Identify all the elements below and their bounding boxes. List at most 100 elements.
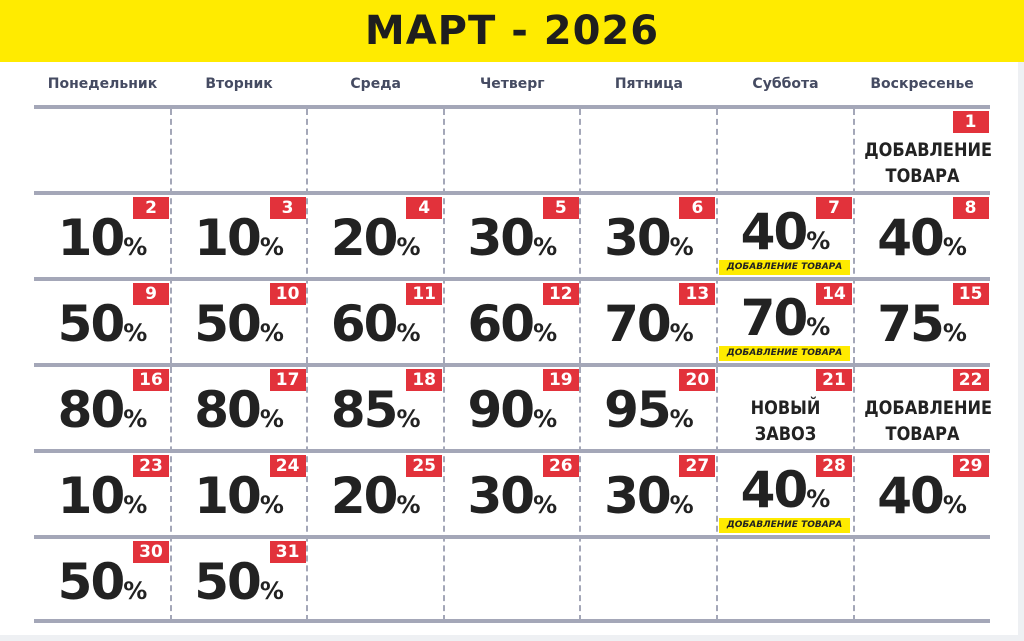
day-cell[interactable]: 22 ДОБАВЛЕНИЕ ТОВАРА: [854, 365, 992, 451]
day-cell[interactable]: 27 30%: [580, 451, 717, 537]
discount-value: 50%: [171, 295, 308, 353]
day-number-badge: 4: [406, 197, 443, 219]
day-cell[interactable]: 4 20%: [307, 193, 444, 279]
discount-value: 80%: [34, 381, 171, 439]
grid-column-divider: [716, 109, 718, 621]
weekday-header: Среда: [350, 76, 401, 92]
day-cell[interactable]: 1 ДОБАВЛЕНИЕ ТОВАРА: [854, 107, 992, 193]
day-number-badge: 1: [952, 111, 989, 133]
day-number-badge: 8: [952, 197, 989, 219]
discount-value: 95%: [580, 381, 717, 439]
discount-value: 50%: [34, 553, 171, 611]
grid-row-line: [34, 363, 990, 367]
day-cell[interactable]: 10 50%: [171, 279, 308, 365]
discount-number: 40: [877, 467, 945, 525]
day-number-badge: 20: [679, 369, 716, 391]
day-cell[interactable]: 28 40% ДОБАВЛЕНИЕ ТОВАРА: [717, 451, 854, 537]
day-cell[interactable]: 20 95%: [580, 365, 717, 451]
discount-number: 90: [467, 381, 535, 439]
day-cell[interactable]: 5 30%: [444, 193, 581, 279]
day-cell[interactable]: 16 80%: [34, 365, 171, 451]
percent-sign: %: [669, 233, 694, 261]
day-cell[interactable]: 9 50%: [34, 279, 171, 365]
day-cell[interactable]: 8 40%: [854, 193, 991, 279]
day-number-badge: 28: [816, 455, 852, 477]
weekday-header: Пятница: [614, 76, 683, 92]
discount-number: 70: [740, 289, 809, 347]
day-note-line: ТОВАРА: [885, 423, 960, 445]
discount-value: 50%: [171, 553, 308, 611]
day-number-badge: 24: [269, 455, 306, 477]
discount-number: 20: [330, 209, 399, 267]
day-cell[interactable]: 26 30%: [444, 451, 581, 537]
percent-sign: %: [259, 319, 284, 347]
percent-sign: %: [123, 577, 148, 605]
day-cell[interactable]: 11 60%: [307, 279, 444, 365]
grid-row-line: [34, 191, 990, 195]
percent-sign: %: [669, 319, 694, 347]
day-cell[interactable]: 13 70%: [580, 279, 717, 365]
discount-number: 10: [57, 467, 126, 525]
day-note-line: ДОБАВЛЕНИЕ: [863, 397, 992, 419]
discount-number: 30: [467, 209, 535, 267]
percent-sign: %: [942, 233, 967, 261]
grid-row-line: [34, 619, 990, 623]
discount-number: 80: [57, 381, 126, 439]
day-cell[interactable]: 31 50%: [171, 537, 308, 623]
day-note: ДОБАВЛЕНИЕ ТОВАРА: [864, 137, 992, 189]
percent-sign: %: [259, 491, 284, 519]
discount-value: 70%: [580, 295, 717, 353]
day-number-badge: 11: [406, 283, 443, 305]
percent-sign: %: [806, 485, 831, 513]
day-number-badge: 23: [133, 455, 169, 477]
discount-number: 30: [604, 209, 672, 267]
title-banner: МАРТ - 2026: [0, 0, 1024, 62]
day-cell[interactable]: 12 60%: [444, 279, 581, 365]
day-cell[interactable]: 17 80%: [171, 365, 308, 451]
day-cell[interactable]: 15 75%: [854, 279, 991, 365]
grid-column-divider: [852, 109, 855, 621]
day-cell[interactable]: 30 50%: [34, 537, 171, 623]
day-cell[interactable]: 18 85%: [307, 365, 444, 451]
discount-number: 50: [57, 553, 126, 611]
percent-sign: %: [396, 233, 421, 261]
day-cell[interactable]: 21 НОВЫЙ ЗАВОЗ: [717, 365, 854, 451]
discount-number: 20: [330, 467, 399, 525]
day-number-badge: 2: [133, 197, 169, 219]
day-cell[interactable]: 19 90%: [444, 365, 581, 451]
day-cell[interactable]: 29 40%: [854, 451, 991, 537]
discount-value: 10%: [171, 209, 308, 267]
day-number-badge: 19: [542, 369, 579, 391]
day-note-line: НОВЫЙ: [750, 397, 821, 419]
percent-sign: %: [942, 491, 967, 519]
percent-sign: %: [533, 491, 558, 519]
day-number-badge: 27: [679, 455, 716, 477]
percent-sign: %: [806, 227, 831, 255]
discount-number: 40: [740, 461, 809, 519]
day-note: НОВЫЙ ЗАВОЗ: [727, 395, 843, 447]
discount-value: 10%: [171, 467, 308, 525]
day-cell[interactable]: 23 10%: [34, 451, 171, 537]
day-cell[interactable]: 25 20%: [307, 451, 444, 537]
discount-number: 85: [330, 381, 399, 439]
restock-tag: ДОБАВЛЕНИЕ ТОВАРА: [719, 518, 850, 533]
weekday-header: Понедельник: [47, 76, 158, 92]
grid-column-divider: [579, 109, 582, 621]
day-cell[interactable]: 14 70% ДОБАВЛЕНИЕ ТОВАРА: [717, 279, 854, 365]
discount-value: 30%: [580, 209, 717, 267]
discount-value: 30%: [580, 467, 717, 525]
day-cell[interactable]: 6 30%: [580, 193, 717, 279]
percent-sign: %: [123, 319, 148, 347]
discount-value: 80%: [171, 381, 308, 439]
discount-number: 10: [194, 467, 262, 525]
day-cell[interactable]: 7 40% ДОБАВЛЕНИЕ ТОВАРА: [717, 193, 854, 279]
discount-number: 40: [877, 209, 945, 267]
percent-sign: %: [123, 233, 148, 261]
discount-value: 20%: [307, 209, 444, 267]
day-cell[interactable]: 3 10%: [171, 193, 308, 279]
discount-number: 40: [740, 203, 809, 261]
discount-number: 50: [194, 553, 262, 611]
day-cell[interactable]: 2 10%: [34, 193, 171, 279]
day-cell[interactable]: 24 10%: [171, 451, 308, 537]
discount-value: 20%: [307, 467, 444, 525]
